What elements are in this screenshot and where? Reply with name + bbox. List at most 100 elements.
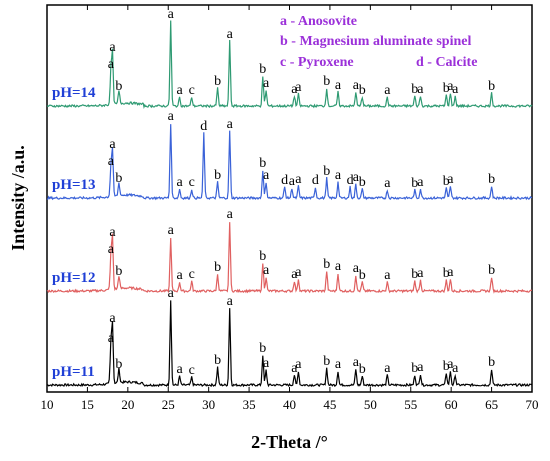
x-axis: 10 15 20 25 30 35 40 45 50 55 60 65 70 [41,5,539,412]
y-axis-title: Intensity /a.u. [8,145,28,251]
peak-label: c [189,363,195,378]
peak-label: a [335,168,342,183]
peak-label: a [168,109,175,124]
peak-label: d [200,119,207,134]
peak-label: b [359,175,366,190]
peak-label: a [335,259,342,274]
legend: a - Anosovite b - Magnesium aluminate spi… [280,14,477,70]
peak-label: a [353,78,360,93]
peak-label: c [189,83,195,98]
x-tick-label: 20 [121,397,134,412]
x-tick-label: 40 [283,397,296,412]
peak-label: d [281,173,288,188]
legend-item: d - Calcite [416,55,477,70]
peak-label: a [447,79,454,94]
peak-label: a [108,331,115,346]
peak-label: b [488,355,495,370]
peak-label: b [323,354,330,369]
peak-label: b [115,171,122,186]
peak-label: a [227,207,234,222]
peak-label: a [417,82,424,97]
peak-label: a [447,357,454,372]
peak-label: c [189,175,195,190]
peak-label: a [263,263,270,278]
series-line-ph-14 [46,20,533,110]
peak-label: a [417,175,424,190]
peak-label: b [214,353,221,368]
peak-label: a [109,311,116,326]
peak-label: a [168,7,175,22]
peak-label: c [189,267,195,282]
peak-label: a [417,360,424,375]
peak-label: a [289,174,296,189]
peak-label: b [411,267,418,282]
peak-label: a [384,83,391,98]
peak-label: a [263,76,270,91]
peak-label: a [295,80,302,95]
legend-item: a - Anosovite [280,14,357,29]
peak-label: b [323,164,330,179]
x-tick-label: 30 [202,397,215,412]
peak-label: a [227,294,234,309]
peak-label: b [115,264,122,279]
x-tick-label: 15 [81,397,94,412]
peak-label: b [323,74,330,89]
peak-label: a [176,268,183,283]
peak-label: a [353,170,360,185]
peak-label: a [168,223,175,238]
peak-label: a [108,154,115,169]
peak-label: b [488,172,495,187]
peak-label: a [109,137,116,152]
peak-label: a [108,57,115,72]
peak-label: b [259,341,266,356]
peak-label: a [227,27,234,42]
peak-label: a [263,168,270,183]
peak-label: a [263,356,270,371]
peak-label: b [214,168,221,183]
peak-label: a [417,266,424,281]
peak-label: a [109,225,116,240]
peak-label: a [384,361,391,376]
peak-label: b [443,81,450,96]
series-layer: pH=11 pH=12 pH=13 pH=14 [46,20,533,388]
legend-item: c - Pyroxene [280,55,354,70]
peak-label: a [384,176,391,191]
series-label: pH=13 [52,177,96,193]
peak-label: a [168,286,175,301]
peak-label: b [411,361,418,376]
peak-label: a [291,82,298,97]
peak-label: b [488,263,495,278]
peak-label: b [359,362,366,377]
x-tick-label: 45 [323,397,336,412]
peak-label: b [443,174,450,189]
peak-label: a [108,242,115,257]
peak-label: a [452,82,459,97]
series-line-ph-13 [46,124,533,201]
peak-label: b [259,156,266,171]
peak-label: b [323,257,330,272]
peak-label: b [214,260,221,275]
peak-label: a [452,361,459,376]
peak-label: a [353,261,360,276]
peak-label: b [115,79,122,94]
peak-label: a [176,83,183,98]
peak-label: b [411,176,418,191]
peak-label: d [347,173,354,188]
peak-label: b [259,249,266,264]
peak-label: a [176,362,183,377]
peak-label: b [488,79,495,94]
x-tick-label: 10 [41,397,54,412]
peak-label: a [109,40,116,55]
peak-label: d [312,173,319,188]
peak-label: b [259,62,266,77]
peak-label: b [115,357,122,372]
x-tick-label: 70 [526,397,539,412]
series-line-ph-12 [46,222,533,294]
x-tick-label: 25 [162,397,175,412]
x-axis-title: 2-Theta /° [251,432,328,452]
peak-label: a [176,175,183,190]
peak-label: a [291,361,298,376]
x-tick-label: 50 [364,397,377,412]
